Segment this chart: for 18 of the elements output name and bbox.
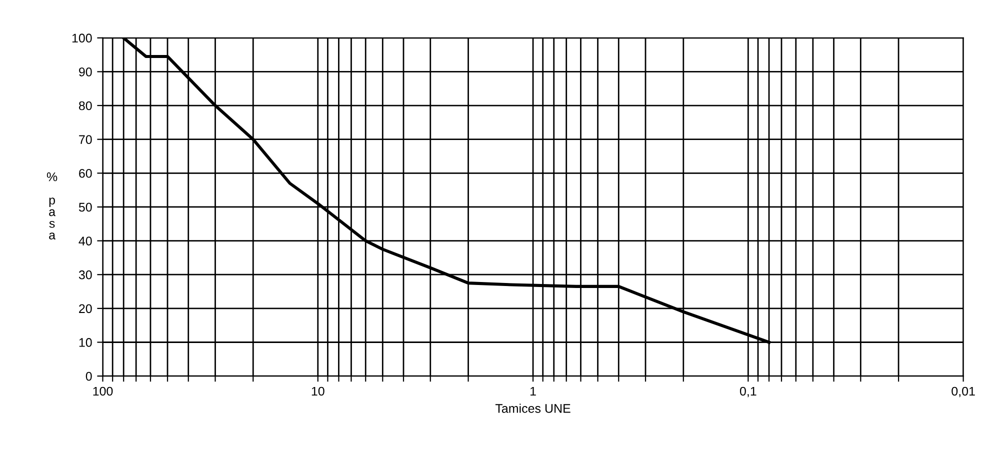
- y-tick-label: 80: [78, 101, 92, 110]
- x-tick-label: 100: [93, 386, 113, 396]
- y-tick-label: 20: [79, 304, 92, 314]
- y-tick-label: 10: [79, 338, 92, 347]
- text: % pasa: [46, 172, 58, 240]
- y-tick-label: 30: [78, 270, 92, 280]
- y-tick-label: 90: [79, 68, 92, 76]
- y-tick-label: 70: [79, 135, 92, 144]
- x-tick-label: 0,1: [740, 386, 756, 398]
- y-tick-label: 0: [86, 372, 92, 381]
- y-tick-label: 60: [79, 168, 92, 178]
- x-tick-label: 1: [530, 386, 536, 396]
- y-tick-label: 40: [78, 236, 92, 246]
- x-tick-label: 0,01: [952, 386, 975, 398]
- x-tick-label: 10: [312, 386, 324, 396]
- y-tick-label: 50: [78, 202, 92, 212]
- x-axis-title: Tamices UNE: [495, 404, 570, 413]
- y-tick-label: 100: [72, 34, 92, 43]
